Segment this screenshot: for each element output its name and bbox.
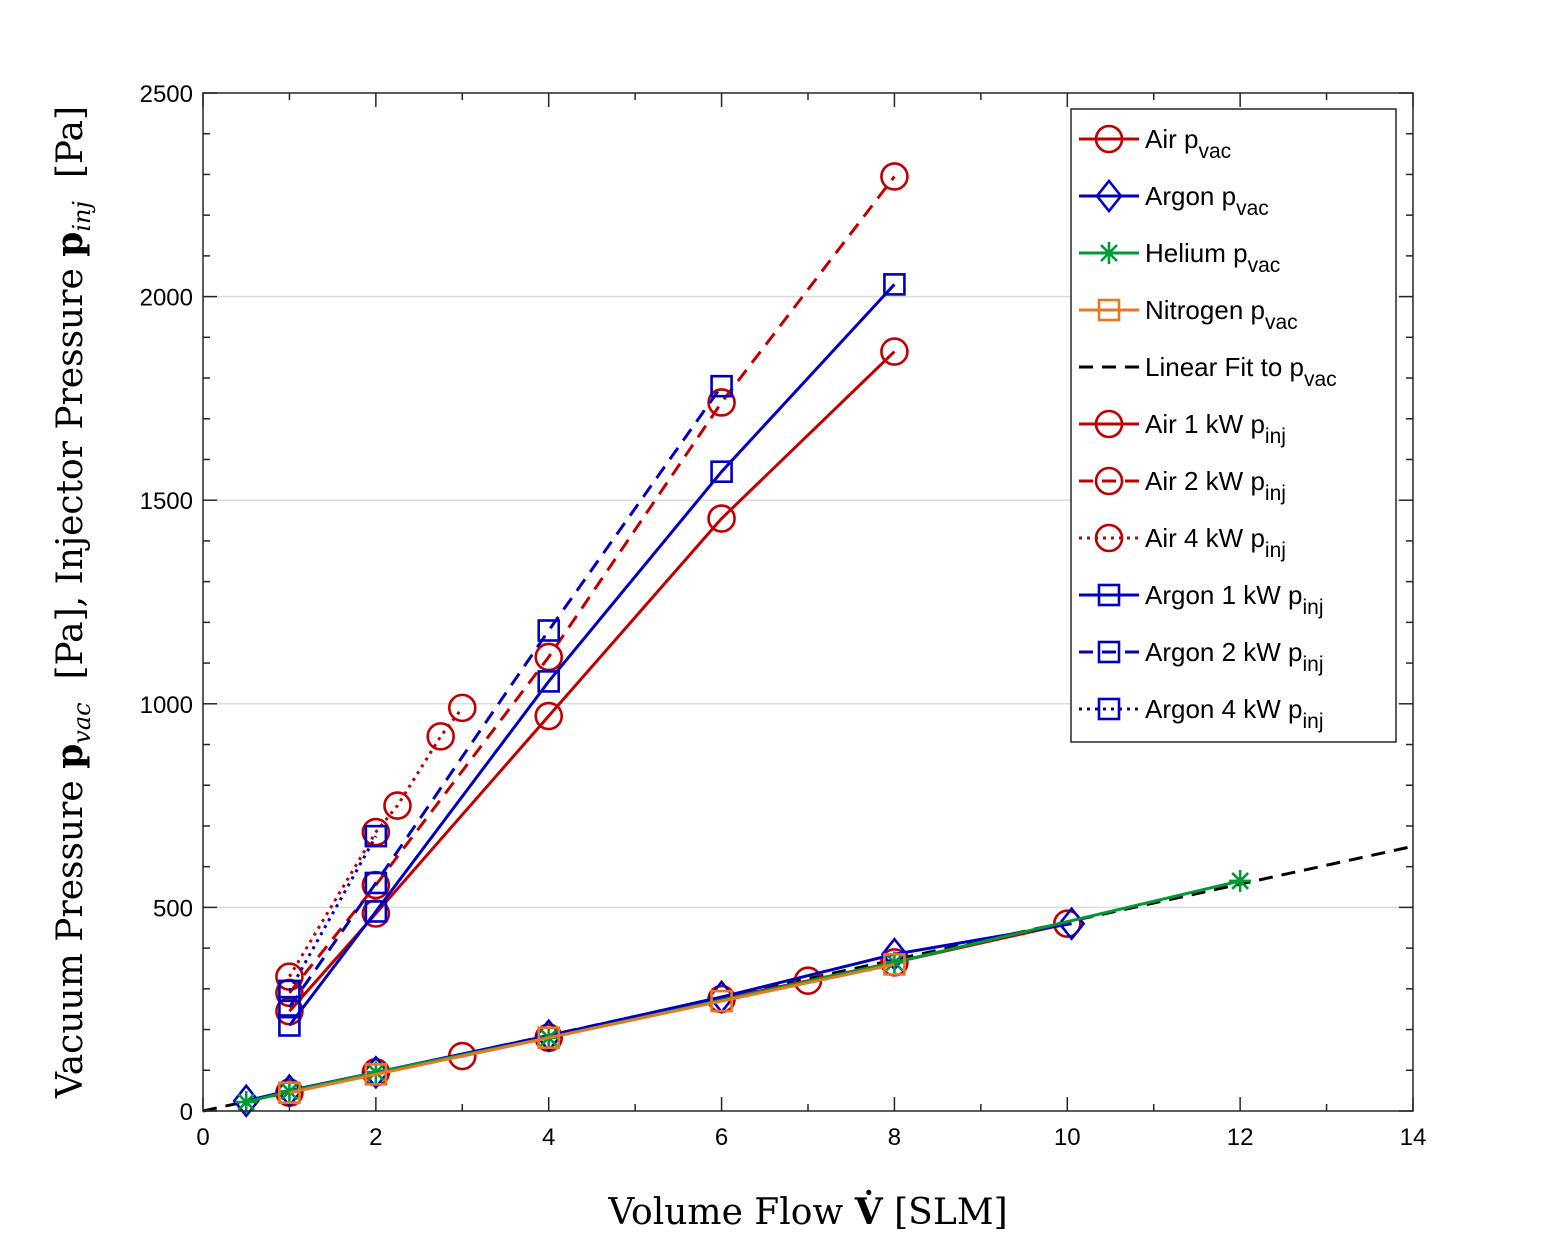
legend-label: Argon 4 kW pinj	[1145, 694, 1324, 733]
series-line-air-1-kw-p-inj	[288, 350, 896, 1013]
legend: Air pvac Argon pvac Helium pvac Nitrogen pv…	[1070, 108, 1397, 743]
x-tick-label: 0	[196, 1124, 209, 1151]
x-tick-label: 8	[888, 1124, 901, 1151]
data-point-nitrogen-p-vac	[364, 1063, 388, 1086]
series-line-nitrogen-p-vac	[289, 962, 895, 1095]
series-argon-4-kw-p-inj	[278, 824, 388, 1003]
legend-marker	[1094, 466, 1124, 496]
data-point-air-2-kw-p-inj	[880, 162, 909, 191]
x-tick-label: 12	[1227, 1124, 1254, 1151]
legend-label: Argon 2 kW pinj	[1145, 637, 1324, 676]
legend-item-linear-fit-to-p-vac: Linear Fit to pvac	[1079, 352, 1337, 391]
data-point-air-1-kw-p-inj	[707, 504, 736, 533]
legend-item-air-4-kw-p-inj: Air 4 kW pinj	[1079, 523, 1286, 562]
data-point-nitrogen-p-vac	[278, 1081, 301, 1104]
series-line-argon-1-kw-p-inj	[288, 283, 896, 1027]
legend-marker	[1094, 409, 1124, 439]
legend-label: Air 2 kW pinj	[1145, 466, 1286, 505]
series-line-argon-4-kw-p-inj	[288, 835, 378, 992]
data-point-air-4-kw-p-inj	[426, 722, 455, 751]
data-point-helium-p-vac	[235, 1091, 258, 1114]
series-air-2-kw-p-inj	[275, 162, 909, 1008]
y-axis-title: Vacuum Pressure pvac [Pa], Injector Pres…	[49, 106, 96, 1099]
legend-marker	[1094, 124, 1124, 154]
series-argon-1-kw-p-inj	[278, 273, 906, 1037]
data-point-argon-2-kw-p-inj	[364, 871, 388, 895]
series-nitrogen-p-vac	[278, 953, 906, 1104]
data-point-nitrogen-p-vac	[883, 953, 906, 976]
series-layer	[202, 162, 1414, 1118]
legend-item-argon-2-kw-p-inj: Argon 2 kW pinj	[1079, 637, 1324, 676]
y-tick-label: 2500	[140, 81, 193, 108]
legend-item-argon-4-kw-p-inj: Argon 4 kW pinj	[1079, 694, 1324, 733]
legend-label: Argon 1 kW pinj	[1145, 580, 1324, 619]
legend-label: Air 4 kW pinj	[1145, 523, 1286, 562]
legend-marker	[1094, 523, 1124, 553]
data-point-argon-4-kw-p-inj	[278, 979, 301, 1003]
x-tick-label: 14	[1400, 1124, 1427, 1151]
x-tick-label: 2	[369, 1124, 382, 1151]
x-tick-label: 4	[542, 1124, 555, 1151]
data-point-nitrogen-p-vac	[537, 1026, 561, 1050]
data-point-argon-1-kw-p-inj	[883, 273, 906, 296]
legend-item-argon-1-kw-p-inj: Argon 1 kW pinj	[1079, 580, 1324, 619]
data-point-argon-1-kw-p-inj	[537, 670, 561, 693]
y-tick-label: 2000	[140, 285, 193, 312]
data-point-helium-p-vac	[1229, 869, 1252, 892]
legend-marker	[1095, 178, 1123, 214]
y-tick-label: 1500	[140, 488, 193, 515]
data-point-argon-1-kw-p-inj	[710, 460, 733, 483]
legend-marker	[1097, 697, 1121, 721]
legend-label: Argon pvac	[1145, 181, 1269, 220]
series-argon-2-kw-p-inj	[278, 374, 733, 1019]
legend-marker	[1097, 640, 1121, 664]
data-point-argon-p-vac	[362, 1055, 390, 1090]
data-point-air-1-kw-p-inj	[880, 337, 909, 366]
data-point-argon-2-kw-p-inj	[278, 995, 301, 1019]
legend-item-helium-p-vac: Helium pvac	[1079, 238, 1280, 277]
legend-marker	[1098, 242, 1120, 264]
x-axis-title: Volume Flow V̇ [SLM]	[607, 1189, 1007, 1233]
data-point-air-2-kw-p-inj	[707, 388, 736, 417]
legend-marker	[1097, 583, 1121, 607]
legend-label: Air 1 kW pinj	[1145, 409, 1286, 448]
x-tick-label: 6	[715, 1124, 728, 1151]
legend-label: Air pvac	[1145, 124, 1231, 163]
data-point-argon-2-kw-p-inj	[537, 619, 561, 642]
legend-item-air-p-vac: Air pvac	[1079, 124, 1231, 163]
data-point-air-1-kw-p-inj	[534, 701, 564, 731]
data-point-air-4-kw-p-inj	[447, 693, 477, 723]
axis-ticks	[202, 92, 1414, 1112]
data-point-air-4-kw-p-inj	[383, 791, 412, 820]
data-point-argon-1-kw-p-inj	[278, 1014, 301, 1037]
legend-item-argon-p-vac: Argon pvac	[1079, 178, 1269, 220]
tick-labels: 0 2 4 6 8 10 12 14 0 500 1000 1500 2000 2500	[140, 81, 1427, 1151]
data-point-air-2-kw-p-inj	[534, 642, 564, 672]
y-tick-label: 500	[153, 895, 193, 922]
data-point-nitrogen-p-vac	[710, 989, 733, 1013]
legend-marker	[1097, 298, 1121, 322]
series-line-argon-2-kw-p-inj	[288, 385, 723, 1009]
legend-label: Nitrogen pvac	[1145, 295, 1298, 334]
legend-label: Helium pvac	[1145, 238, 1280, 277]
legend-item-nitrogen-p-vac: Nitrogen pvac	[1079, 295, 1298, 334]
data-point-argon-1-kw-p-inj	[364, 900, 388, 923]
data-point-argon-4-kw-p-inj	[364, 824, 388, 848]
data-point-argon-2-kw-p-inj	[710, 374, 733, 398]
x-tick-label: 10	[1054, 1124, 1081, 1151]
series-line-air-2-kw-p-inj	[288, 175, 896, 994]
y-tick-label: 0	[180, 1099, 193, 1126]
legend-item-air-1-kw-p-inj: Air 1 kW pinj	[1079, 409, 1286, 448]
legend-item-air-2-kw-p-inj: Air 2 kW pinj	[1079, 466, 1286, 505]
legend-label: Linear Fit to pvac	[1145, 352, 1337, 391]
y-tick-label: 1000	[140, 692, 193, 719]
